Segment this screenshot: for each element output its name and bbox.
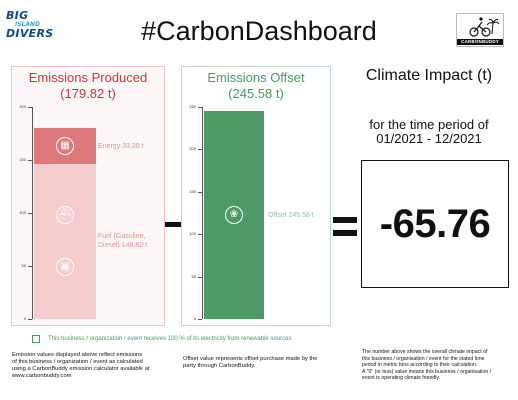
impact-footnote-line: period in metric tons according to their… (362, 362, 478, 369)
produced-segment-label: Energy 33.20 t (98, 142, 144, 150)
emissions-footnote-line: using a CarbonBuddy emission calculator … (12, 366, 150, 372)
emissions-footnote: Emission values displayed above reflect … (12, 352, 177, 380)
produced-y-axis: 0 50 100 150 200 (19, 104, 33, 321)
emissions-footnote-line: of this business / organization / event … (12, 359, 143, 365)
offset-axis-tick: 0 (194, 316, 202, 321)
logo-line-3: DIVERS (6, 27, 54, 40)
offset-badge-icon: ❀ (225, 205, 243, 224)
impact-footnote-line: event is operating climate friendly. (362, 375, 441, 382)
offset-axis-tick: 100 (189, 231, 202, 236)
time-period-range: 01/2021 - 12/2021 (376, 131, 482, 146)
offset-axis-tick: 50 (192, 274, 202, 279)
produced-axis-tick: 50 (22, 263, 32, 268)
climate-impact-box: -65.76 (361, 160, 509, 288)
produced-axis-tick: 200 (19, 104, 32, 109)
emissions-produced-title: Emissions Produced (179.82 t) (12, 70, 164, 102)
offset-footnote: Offset value represents offset purchase … (183, 356, 353, 370)
emissions-footnote-line: Emission values displayed above reflect … (12, 352, 143, 358)
impact-footnote: The number above shows the overall clima… (362, 349, 518, 382)
logo-line-2: ISLAND (15, 21, 41, 28)
renewable-energy-text: This business / organization / event rec… (48, 336, 292, 342)
offset-axis-tick: 250 (189, 104, 202, 109)
climate-impact-title: Climate Impact (t) (365, 67, 493, 84)
cyclist-palm-icon (469, 17, 500, 37)
produced-bar-segment: ▦ (34, 128, 96, 164)
produced-axis-tick-label: 200 (19, 104, 26, 109)
renewable-checkbox[interactable] (32, 335, 40, 343)
offset-axis-tick-label: 0 (193, 316, 196, 321)
produced-axis-tick: 150 (19, 157, 32, 162)
emissions-offset-title: Emissions Offset (245.58 t) (182, 70, 330, 102)
offset-bar: ❀ (204, 110, 264, 319)
produced-axis-tick-label: 50 (21, 263, 26, 268)
carbonbuddy-wordmark: CARBONBUDDY (457, 39, 503, 45)
produced-axis-tick: 0 (24, 316, 32, 321)
page-title: #CarbonDashboard (141, 16, 377, 46)
building-icon: ▦ (56, 136, 74, 155)
emissions-offset-title-line1: Emissions Offset (207, 70, 305, 85)
time-period-caption: for the time period of (369, 117, 489, 132)
offset-bar-segment: ❀ (204, 110, 264, 319)
minus-operator (165, 222, 181, 227)
offset-axis-tick-label: 50 (191, 273, 196, 279)
offset-axis-tick-label: 100 (189, 231, 196, 237)
offset-axis-tick: 200 (189, 146, 202, 151)
produced-axis-tick-label: 0 (23, 316, 26, 321)
offset-segment-label: Offset 245.58 t (268, 211, 314, 219)
emissions-produced-panel: Emissions Produced (179.82 t) 0 50 100 150 2… (11, 66, 165, 326)
produced-bar-segment: ⛴ ▣ (34, 163, 96, 319)
produced-axis-tick-label: 100 (19, 210, 26, 215)
emissions-offset-total: (245.58 t) (228, 86, 284, 101)
produced-stacked-bar: ⛴ ▣ ▦ (34, 128, 96, 319)
emissions-produced-title-line1: Emissions Produced (28, 70, 148, 85)
car-icon: ▣ (56, 258, 74, 277)
offset-axis-tick-label: 250 (189, 104, 196, 109)
offset-footnote-line: Offset value represents offset purchase … (183, 356, 318, 362)
impact-footnote-line: this business / organisation / event for… (362, 355, 485, 362)
offset-axis-tick-label: 200 (189, 146, 196, 152)
ship-icon: ⛴ (56, 206, 74, 225)
offset-axis-tick: 150 (189, 189, 202, 194)
offset-axis-tick-label: 150 (189, 188, 196, 194)
logo-line-1: BIG (6, 9, 29, 22)
equals-operator (333, 217, 357, 237)
produced-segment-label: Fuel (Gasoline, Diesel) 146.62 t (98, 233, 148, 250)
impact-footnote-line: A "0" (or less) value means this busines… (362, 368, 492, 375)
climate-impact-value: -65.76 (379, 201, 491, 246)
produced-axis-tick-label: 150 (19, 157, 26, 162)
emissions-produced-total: (179.82 t) (60, 86, 116, 101)
offset-footnote-line: party through CarbonBuddy. (183, 363, 256, 369)
impact-footnote-line: The number above shows the overall clima… (362, 349, 488, 355)
emissions-footnote-line: www.carbonbuddy.com (12, 373, 72, 379)
emissions-offset-panel: Emissions Offset (245.58 t) 0 50 100 150 200… (181, 66, 331, 326)
produced-axis-tick: 100 (19, 210, 32, 215)
big-island-divers-logo: BIG ISLAND DIVERS (6, 10, 54, 48)
offset-y-axis: 0 50 100 150 200 250 (189, 104, 203, 321)
carbonbuddy-logo: CARBONBUDDY (456, 13, 504, 47)
